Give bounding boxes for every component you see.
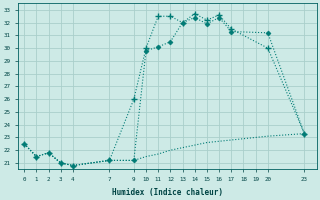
X-axis label: Humidex (Indice chaleur): Humidex (Indice chaleur) bbox=[112, 188, 223, 197]
